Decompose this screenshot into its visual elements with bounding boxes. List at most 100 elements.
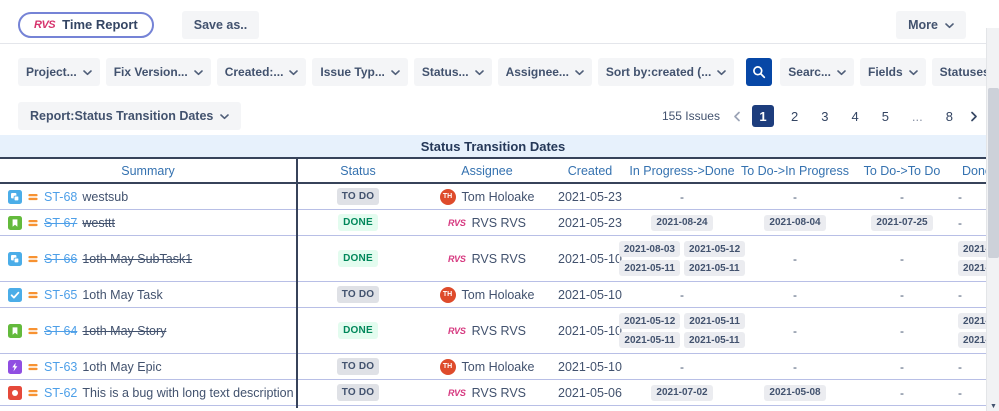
empty-dash: - [900, 287, 904, 302]
page-3[interactable]: 3 [815, 108, 834, 125]
priority-medium-icon [27, 191, 39, 203]
in-progress-done-cell: - [626, 354, 738, 379]
rvs-avatar-icon: RVS [447, 217, 466, 228]
todo-in-progress-cell: - [738, 282, 852, 307]
assignee-name: Tom Holoake [461, 287, 535, 302]
assignee-name: Tom Holoake [461, 359, 535, 374]
time-report-app-button[interactable]: RVS Time Report [18, 11, 154, 38]
empty-dash: - [958, 287, 962, 302]
issue-key-link[interactable]: ST-67 [44, 215, 78, 230]
bug-icon [8, 385, 22, 400]
column-header-summary: Summary [121, 163, 175, 178]
assignee-cell: TH Tom Holoake [420, 184, 554, 209]
table-row: ST-68 westsub TO DO TH Tom Holoake 2021-05-23… [0, 184, 986, 210]
done-cell: - [952, 282, 986, 307]
transition-date-chip: 2021-05-11 [684, 332, 745, 348]
avatar: TH [439, 286, 456, 303]
done-cell: 2021-05 2021-05 [952, 308, 986, 353]
filter-issue-type-label: Issue Typ... [320, 65, 385, 79]
column-header-assignee: Assignee [461, 163, 513, 178]
search-button[interactable] [746, 58, 773, 86]
todo-in-progress-cell: - [738, 308, 852, 353]
filter-search-term-label: Searc... [788, 65, 831, 79]
filter-created-dropdown[interactable]: Created:... [216, 58, 307, 86]
created-date: 2021-05-10 [558, 287, 622, 302]
in-progress-done-cell: 2021-08-24 [626, 210, 738, 235]
filter-assignee-dropdown[interactable]: Assignee... [497, 58, 592, 86]
vertical-scrollbar: ▼ [986, 28, 999, 411]
magnifier-icon [753, 66, 766, 79]
created-date: 2021-05-10 [558, 251, 622, 266]
transition-date-chip: 2021-05-11 [619, 260, 680, 276]
column-header-created: Created [567, 163, 613, 178]
chevron-down-icon [289, 65, 299, 79]
todo-todo-cell: - [852, 308, 952, 353]
transition-date-chip: 2021-05-11 [684, 313, 745, 329]
column-header-status: Status [340, 163, 376, 178]
filter-created-label: Created:... [224, 65, 284, 79]
page-1[interactable]: 1 [751, 105, 774, 127]
filter-fix-version-dropdown[interactable]: Fix Version... [105, 58, 211, 86]
filter-fields-dropdown[interactable]: Fields [859, 58, 926, 86]
filter-project-dropdown[interactable]: Project... [18, 58, 100, 86]
issue-summary: westtt [82, 215, 116, 230]
transition-date-chip: 2021-08-24 [651, 214, 713, 231]
report-selector-button[interactable]: Report:Status Transition Dates [18, 102, 242, 130]
column-header-todo-in-progress: To Do->In Progress [740, 163, 850, 178]
scrollbar-down-arrow-icon[interactable]: ▼ [990, 403, 997, 410]
filter-status-dropdown[interactable]: Status... [413, 58, 492, 86]
issue-summary: 1oth May Story [82, 323, 167, 338]
created-cell: 2021-05-10 [554, 308, 626, 353]
created-cell: 2021-05-10 [554, 354, 626, 379]
empty-dash: - [958, 359, 962, 374]
summary-cell: ST-62 This is a bug with long text descri… [0, 380, 296, 405]
issue-key-link[interactable]: ST-62 [44, 385, 78, 400]
assignee-cell: RVS RVS RVS [420, 236, 554, 281]
page-2[interactable]: 2 [785, 108, 804, 125]
assignee-cell: TH Tom Holoake [420, 282, 554, 307]
filter-issue-type-dropdown[interactable]: Issue Typ... [312, 58, 408, 86]
column-header-in-progress-done: In Progress->Done [629, 163, 735, 178]
story-icon [8, 323, 22, 338]
next-page-chevron-icon[interactable] [970, 111, 978, 122]
issue-key-link[interactable]: ST-68 [44, 189, 78, 204]
transition-date-chip: 2021-07-25 [871, 214, 933, 231]
table-row: ST-66 1oth May SubTask1 DONE RVS RVS RVS 2021… [0, 236, 986, 282]
filter-group-left: Project... Fix Version... Created:... Issue… [18, 58, 735, 86]
created-date: 2021-05-10 [558, 323, 622, 338]
subtask-icon [8, 251, 22, 266]
filter-search-term-dropdown[interactable]: Searc... [780, 58, 854, 86]
issue-key-link[interactable]: ST-65 [44, 287, 78, 302]
assignee-cell: RVS RVS RVS [420, 308, 554, 353]
page-8[interactable]: 8 [940, 108, 959, 125]
prev-page-chevron-icon[interactable] [733, 111, 741, 122]
rvs-avatar-icon: RVS [447, 253, 466, 264]
todo-in-progress-cell: 2021-05-08 [738, 380, 852, 405]
page-4[interactable]: 4 [845, 108, 864, 125]
priority-medium-icon [27, 325, 39, 337]
more-button[interactable]: More [896, 10, 966, 39]
issue-key-link[interactable]: ST-66 [44, 251, 78, 266]
avatar: TH [439, 358, 456, 375]
in-progress-done-cell: 2021-05-12 2021-05-11 2021-05-11 2021-05-11 [619, 308, 745, 353]
status-cell: DONE [296, 236, 420, 281]
table-title: Status Transition Dates [0, 135, 986, 159]
status-badge: DONE [338, 250, 378, 267]
top-bar: RVS Time Report Save as.. More [0, 0, 986, 43]
priority-medium-icon [27, 253, 39, 265]
in-progress-done-cell: - [626, 184, 738, 209]
subtask-icon [8, 189, 22, 204]
filter-sort-by-dropdown[interactable]: Sort by:created (... [597, 58, 735, 86]
scrollbar-thumb[interactable] [988, 88, 999, 258]
summary-cell: ST-65 1oth May Task [0, 282, 296, 307]
issue-key-link[interactable]: ST-63 [44, 359, 78, 374]
issue-summary: This is a bug with long text description [82, 385, 294, 400]
done-cell: - [952, 380, 986, 405]
summary-column-divider [296, 159, 298, 408]
filter-statuses-label: Statuses [939, 65, 990, 79]
transition-date-chip: 2021-05-11 [619, 332, 680, 348]
table-row: ST-67 westtt DONE RVS RVS RVS 2021-05-23 2021-… [0, 210, 986, 236]
page-5[interactable]: 5 [876, 108, 895, 125]
save-as-button[interactable]: Save as.. [181, 10, 260, 39]
issue-key-link[interactable]: ST-64 [44, 323, 78, 338]
